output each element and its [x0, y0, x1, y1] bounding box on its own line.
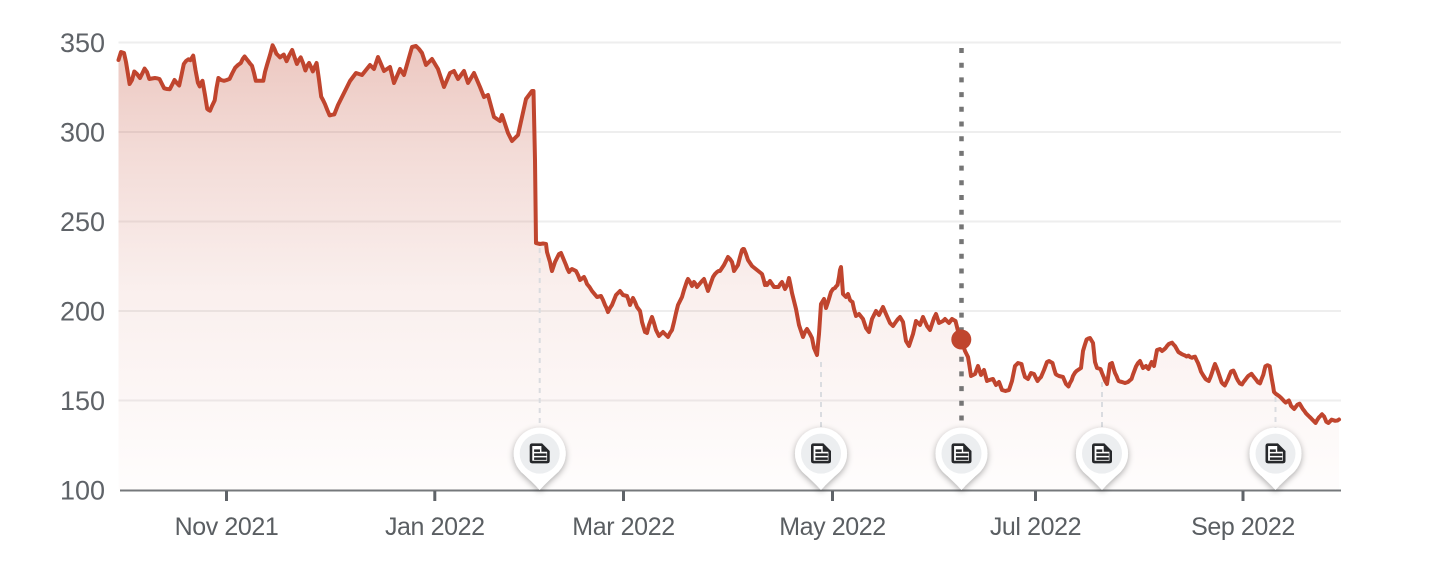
svg-text:Jan 2022: Jan 2022 [385, 513, 485, 541]
svg-text:200: 200 [60, 297, 105, 327]
svg-text:250: 250 [60, 207, 105, 237]
svg-text:Sep 2022: Sep 2022 [1191, 513, 1295, 541]
svg-text:350: 350 [60, 28, 105, 58]
svg-text:100: 100 [60, 476, 105, 506]
svg-text:Jul 2022: Jul 2022 [990, 513, 1081, 541]
svg-text:Mar 2022: Mar 2022 [572, 513, 674, 541]
svg-text:150: 150 [60, 386, 105, 416]
svg-text:May 2022: May 2022 [779, 513, 886, 541]
svg-text:300: 300 [60, 118, 105, 148]
svg-text:Nov 2021: Nov 2021 [175, 513, 279, 541]
